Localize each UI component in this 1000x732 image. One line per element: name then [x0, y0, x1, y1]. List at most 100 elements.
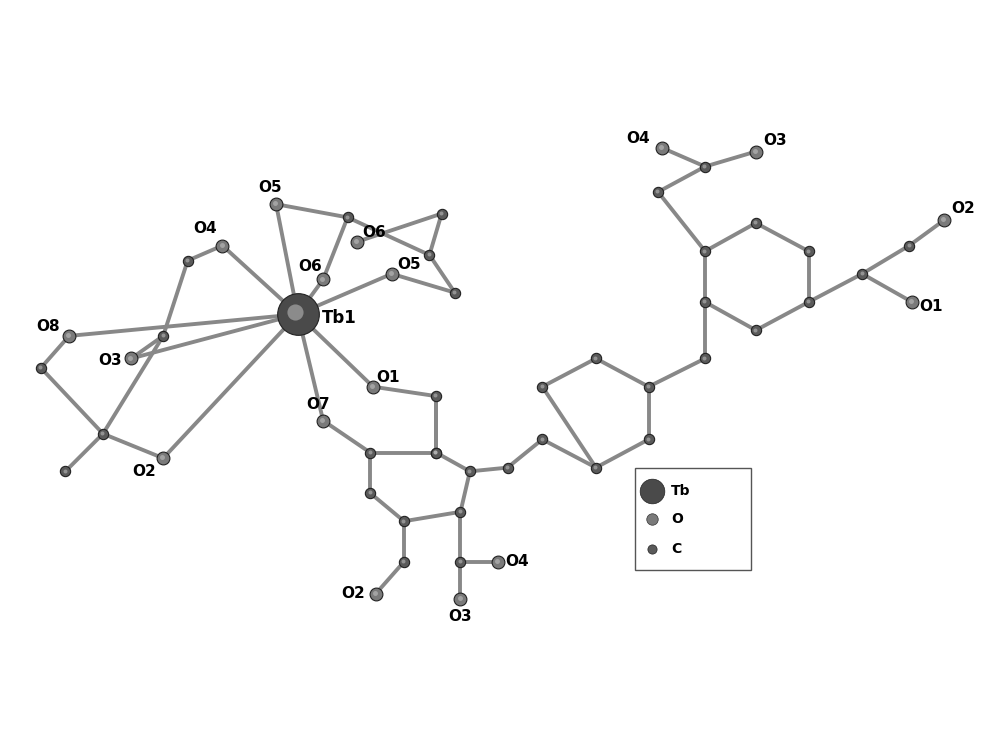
FancyBboxPatch shape — [635, 468, 751, 570]
Point — [33, 362, 49, 374]
Point — [155, 330, 171, 342]
Point — [800, 244, 816, 256]
Point — [395, 515, 411, 526]
Point — [588, 353, 604, 365]
Point — [641, 381, 657, 392]
Point — [421, 249, 437, 261]
Point — [653, 141, 669, 153]
Point — [428, 447, 444, 458]
Text: O3: O3 — [99, 353, 122, 368]
Point — [500, 462, 516, 474]
Point — [287, 306, 303, 318]
Point — [452, 594, 468, 605]
Point — [903, 295, 919, 307]
Point — [747, 324, 763, 335]
Point — [339, 211, 355, 223]
Point — [362, 447, 378, 458]
Point — [747, 217, 763, 228]
Text: Tb1: Tb1 — [322, 309, 357, 327]
Point — [489, 555, 505, 567]
Point — [434, 208, 450, 220]
Point — [384, 268, 400, 280]
Point — [748, 217, 764, 229]
Point — [433, 207, 449, 219]
Point — [214, 239, 230, 251]
Point — [421, 248, 437, 260]
Point — [904, 296, 920, 308]
Point — [179, 254, 195, 266]
Text: O3: O3 — [449, 609, 472, 624]
Point — [61, 330, 77, 342]
Text: O4: O4 — [626, 131, 650, 146]
Text: O1: O1 — [376, 370, 400, 385]
Point — [901, 239, 917, 251]
Point — [396, 515, 412, 527]
Point — [383, 267, 399, 279]
Point — [697, 296, 713, 308]
Point — [365, 381, 381, 392]
Point — [534, 380, 550, 392]
Point — [640, 380, 656, 392]
Point — [57, 466, 73, 477]
Point — [587, 352, 603, 364]
Point — [427, 446, 443, 458]
Point — [748, 146, 764, 157]
Point — [362, 487, 378, 498]
Point — [155, 329, 171, 341]
Point — [446, 286, 462, 298]
Point — [697, 245, 713, 257]
Point — [349, 236, 365, 247]
Point — [641, 433, 657, 445]
Point — [644, 485, 660, 497]
Point — [452, 556, 468, 567]
Point — [697, 353, 713, 365]
Point — [154, 452, 170, 463]
Point — [268, 198, 284, 210]
Point — [452, 555, 468, 567]
Text: O1: O1 — [919, 299, 943, 314]
Text: O5: O5 — [397, 257, 421, 272]
Text: O4: O4 — [505, 554, 529, 569]
Point — [649, 185, 665, 197]
Point — [748, 324, 764, 336]
Point — [697, 161, 713, 173]
Point — [447, 287, 463, 299]
Point — [696, 296, 712, 307]
Point — [340, 212, 356, 223]
Point — [427, 389, 443, 401]
Point — [396, 556, 412, 567]
Point — [801, 245, 817, 257]
Point — [180, 255, 196, 266]
Text: O7: O7 — [307, 397, 330, 412]
Point — [32, 362, 48, 373]
Point — [290, 308, 306, 320]
Point — [461, 465, 477, 477]
Point — [362, 488, 378, 499]
Text: O6: O6 — [362, 225, 386, 240]
Point — [650, 186, 666, 198]
Point — [364, 380, 380, 392]
Point — [499, 461, 515, 473]
Point — [901, 239, 917, 251]
Text: O2: O2 — [951, 201, 975, 217]
Text: O: O — [671, 512, 683, 526]
Point — [57, 465, 73, 477]
Point — [315, 274, 331, 285]
Point — [534, 433, 550, 444]
Point — [314, 273, 330, 285]
Point — [854, 267, 870, 279]
Point — [267, 198, 283, 209]
Point — [452, 506, 468, 518]
Text: O8: O8 — [37, 319, 60, 334]
Text: O4: O4 — [194, 221, 217, 236]
Point — [588, 462, 604, 474]
Point — [314, 414, 330, 425]
Point — [428, 447, 444, 458]
Point — [935, 214, 951, 225]
Point — [936, 214, 952, 226]
Point — [348, 235, 364, 247]
Point — [854, 268, 870, 280]
Point — [654, 142, 670, 154]
Point — [94, 427, 110, 439]
Point — [462, 466, 478, 477]
